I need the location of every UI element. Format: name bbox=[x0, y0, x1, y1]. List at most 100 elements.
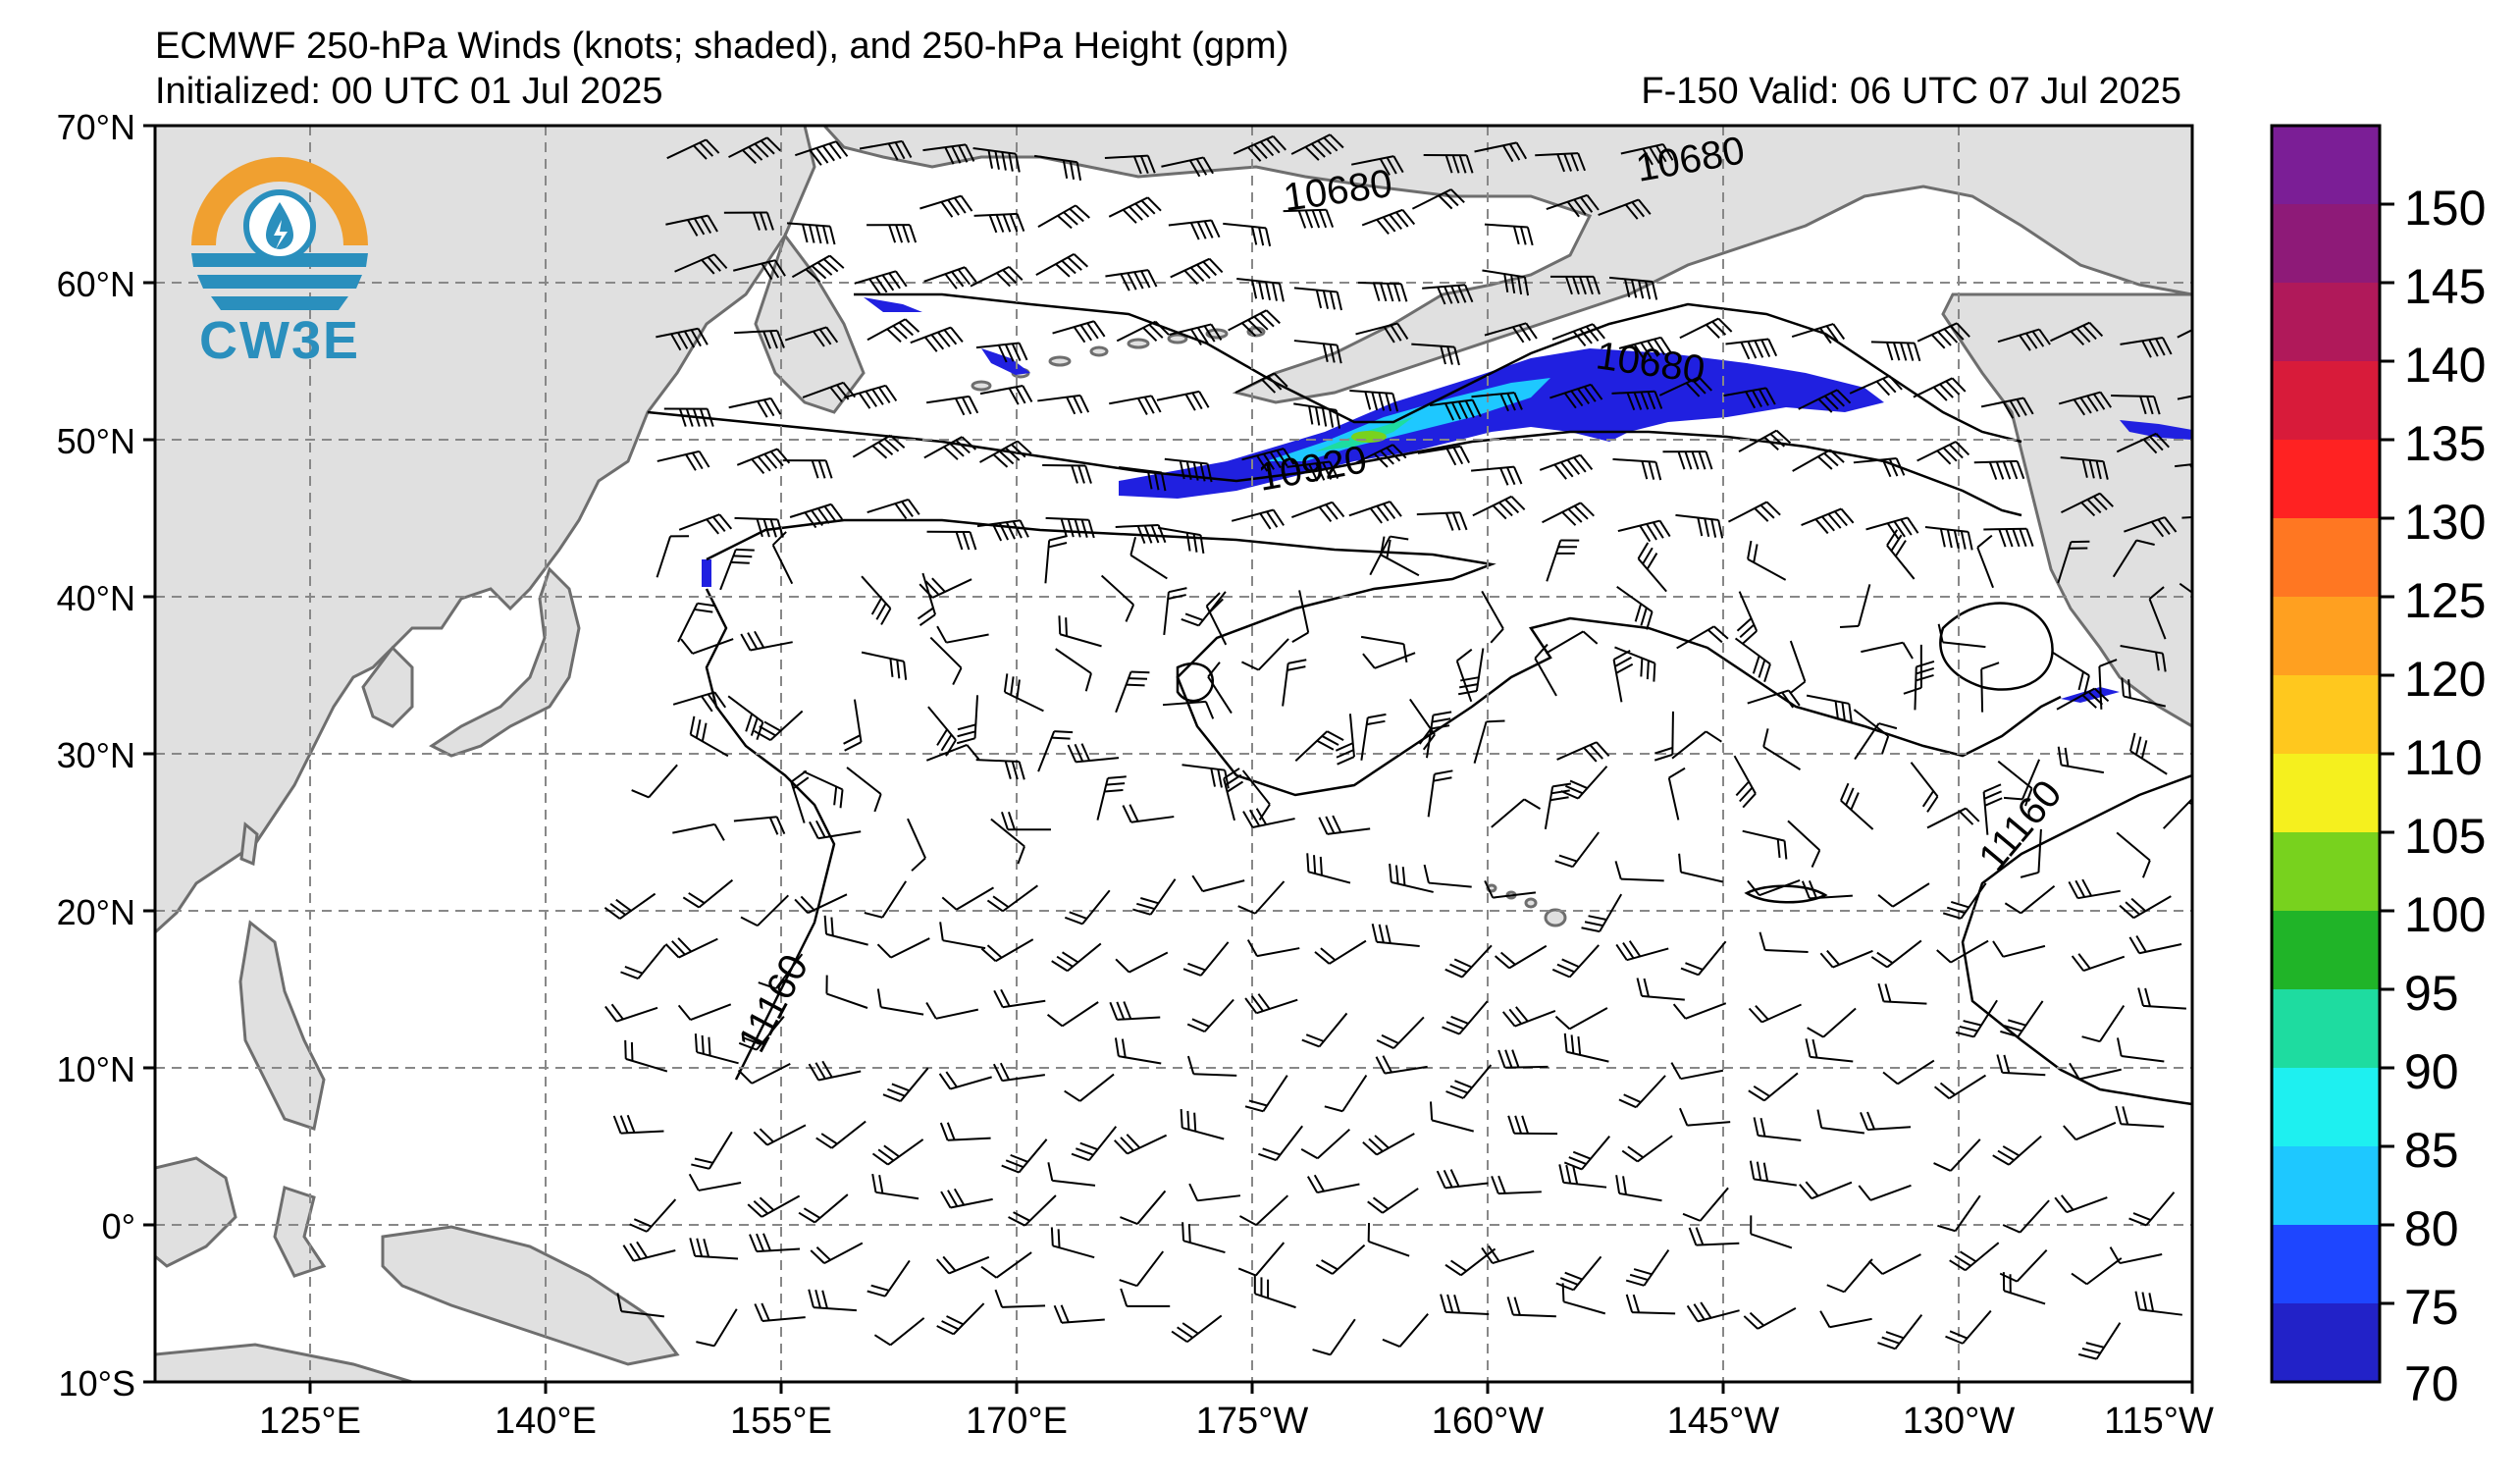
wind-barb bbox=[754, 710, 804, 742]
wind-barb bbox=[678, 513, 733, 535]
wind-barb bbox=[1672, 1002, 1727, 1020]
wind-barb bbox=[1411, 188, 1465, 210]
colorbar-label: 105 bbox=[2404, 809, 2487, 864]
wind-barb bbox=[810, 1242, 864, 1264]
wind-barb bbox=[866, 1259, 911, 1298]
wind-barb bbox=[1191, 874, 1245, 893]
wind-barb bbox=[1362, 1133, 1415, 1156]
colorbar-segment bbox=[2272, 911, 2380, 990]
wind-barb bbox=[734, 329, 785, 349]
wind-barb bbox=[2116, 1037, 2165, 1063]
wind-barb bbox=[1241, 638, 1289, 671]
wind-barb bbox=[1241, 448, 1295, 472]
contour-11160-west bbox=[705, 588, 836, 1081]
wind-barb bbox=[2071, 953, 2126, 973]
wind-barb bbox=[2057, 746, 2105, 774]
wind-barb bbox=[922, 143, 975, 165]
wind-barb bbox=[1747, 879, 1801, 897]
wind-barb bbox=[1315, 1244, 1366, 1275]
wind-barb bbox=[843, 699, 863, 752]
wind-barb bbox=[808, 1289, 857, 1312]
wind-barb bbox=[1423, 864, 1472, 888]
jet-far-west-blue bbox=[864, 297, 922, 312]
wind-barb bbox=[1444, 944, 1493, 979]
wind-barb bbox=[993, 988, 1046, 1009]
wind-barb bbox=[664, 937, 718, 959]
colorbar-segment bbox=[2272, 440, 2380, 519]
wind-barb bbox=[1186, 998, 1234, 1033]
wind-barb bbox=[1238, 1194, 1289, 1226]
wind-barb bbox=[612, 1114, 664, 1135]
wind-barb bbox=[1100, 574, 1135, 622]
wind-barb bbox=[1003, 673, 1044, 713]
wind-barb bbox=[2077, 1322, 2122, 1360]
wind-barb bbox=[1293, 402, 1341, 429]
wind-barb bbox=[1205, 592, 1228, 646]
wind-barb bbox=[1369, 535, 1409, 576]
wind-barb bbox=[1997, 328, 2051, 351]
wind-barb bbox=[975, 342, 1028, 363]
wind-barbs bbox=[604, 133, 2192, 1360]
wind-barb bbox=[929, 636, 963, 685]
wind-barb bbox=[873, 1317, 925, 1347]
colorbar-label: 125 bbox=[2404, 573, 2487, 628]
wind-barb bbox=[925, 744, 980, 762]
wind-barb bbox=[656, 450, 710, 471]
wind-barb bbox=[1992, 940, 2046, 958]
japan-land bbox=[429, 566, 581, 758]
wind-barb bbox=[941, 886, 995, 911]
wind-barb bbox=[1244, 993, 1298, 1015]
wind-barb bbox=[719, 548, 755, 591]
colorbar-segment bbox=[2272, 597, 2380, 676]
wind-barb bbox=[923, 436, 977, 460]
wind-barb bbox=[2137, 987, 2186, 1010]
wind-barb bbox=[1157, 526, 1205, 555]
wind-barb bbox=[798, 1193, 849, 1224]
wind-barb bbox=[1549, 275, 1601, 295]
wind-barb bbox=[1473, 719, 1505, 764]
wind-barb bbox=[784, 326, 839, 347]
wind-barb bbox=[1727, 501, 1781, 523]
cw3e-logo-icon bbox=[191, 157, 368, 310]
wind-barb bbox=[2116, 432, 2170, 454]
wind-barb bbox=[1861, 641, 1914, 660]
wind-barb bbox=[1555, 1255, 1602, 1292]
wind-barb bbox=[1188, 1183, 1241, 1202]
taiwan-land bbox=[239, 821, 259, 867]
wind-barb bbox=[1913, 377, 1967, 401]
wind-barb bbox=[1116, 320, 1170, 343]
colorbar-label: 135 bbox=[2404, 416, 2487, 471]
wind-barb bbox=[691, 1131, 733, 1170]
wind-barb bbox=[656, 535, 690, 578]
wind-barb bbox=[1840, 782, 1874, 830]
wind-barb bbox=[1792, 449, 1845, 472]
wind-barb bbox=[1791, 323, 1846, 344]
cw3e-logo-text: CW3E bbox=[198, 311, 360, 370]
lat-label: 50°N bbox=[56, 421, 135, 461]
wind-barb bbox=[1542, 502, 1595, 526]
wind-barb bbox=[2128, 1192, 2176, 1227]
wind-barb bbox=[1120, 1288, 1171, 1307]
wind-barb bbox=[1617, 519, 1671, 543]
wind-barb bbox=[1853, 457, 1906, 478]
wind-barb bbox=[1472, 495, 1526, 520]
wind-barb bbox=[604, 892, 656, 920]
wind-barb bbox=[2120, 337, 2173, 358]
wind-barb bbox=[2116, 831, 2151, 878]
wind-barb bbox=[1853, 709, 1890, 755]
wind-barb bbox=[789, 503, 844, 529]
wind-barb bbox=[1749, 1160, 1797, 1187]
wind-barb bbox=[1484, 223, 1534, 246]
wind-barb bbox=[2181, 515, 2192, 519]
wind-barb bbox=[808, 1060, 862, 1082]
wind-barb bbox=[2109, 1246, 2163, 1265]
wind-shading bbox=[702, 297, 2192, 703]
wind-barb bbox=[994, 1289, 1046, 1308]
wind-barb bbox=[1563, 1033, 1609, 1063]
wind-barb bbox=[782, 459, 833, 479]
wind-barb bbox=[936, 1302, 985, 1336]
wind-barb bbox=[1471, 465, 1523, 486]
wind-barb bbox=[876, 937, 930, 959]
wind-barb bbox=[740, 630, 793, 652]
wind-barb bbox=[663, 407, 714, 427]
